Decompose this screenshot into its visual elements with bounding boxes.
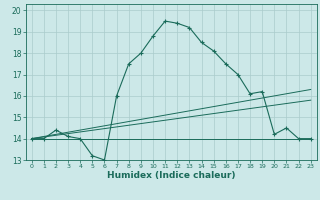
- X-axis label: Humidex (Indice chaleur): Humidex (Indice chaleur): [107, 171, 236, 180]
